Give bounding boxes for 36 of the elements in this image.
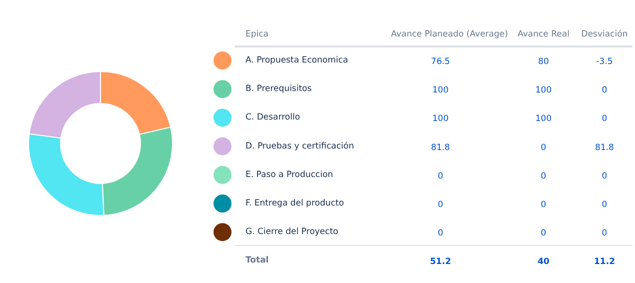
data-label: 0 (438, 200, 444, 210)
data-label: 0 (602, 200, 608, 210)
data-label: 0 (540, 200, 546, 210)
text: Total (246, 256, 269, 266)
data-label: 0 (602, 228, 608, 239)
category-label: D. Pruebas y certificación (246, 141, 354, 152)
category-label: C. Desarrollo (246, 112, 300, 123)
data-label: 100 (535, 114, 552, 124)
data-label: 100 (432, 86, 449, 96)
data-label: 0 (602, 171, 608, 182)
data-label: 0 (540, 228, 546, 239)
text: Avance Planeado (Average) (391, 30, 508, 40)
category-label: G. Cierre del Proyecto (246, 227, 338, 238)
text: 11.2 (594, 257, 615, 267)
data-label: 81.8 (595, 142, 614, 153)
category-label: A. Propuesta Economica (246, 56, 348, 66)
legend-title: Epica (246, 30, 269, 40)
text: 51.2 (430, 257, 451, 267)
category-label: E. Paso a Produccion (246, 170, 334, 180)
data-label: 0 (438, 171, 444, 182)
data-label: 0 (602, 114, 608, 124)
data-label: -3.5 (596, 57, 613, 67)
text: Avance Real (518, 30, 570, 40)
text: Desviación (581, 30, 628, 40)
data-label: 0 (540, 142, 546, 153)
data-label: 0 (602, 86, 608, 96)
data-label: 100 (432, 114, 449, 124)
data-label: 0 (438, 228, 444, 239)
text: 40 (538, 257, 550, 267)
data-label: 100 (535, 86, 552, 96)
category-label: F. Entrega del producto (246, 198, 344, 208)
data-label: 80 (538, 57, 549, 67)
data-label: 0 (540, 171, 546, 182)
data-label: 81.8 (431, 142, 450, 153)
data-label: 76.5 (431, 57, 450, 67)
category-label: B. Prerequisitos (246, 84, 312, 94)
